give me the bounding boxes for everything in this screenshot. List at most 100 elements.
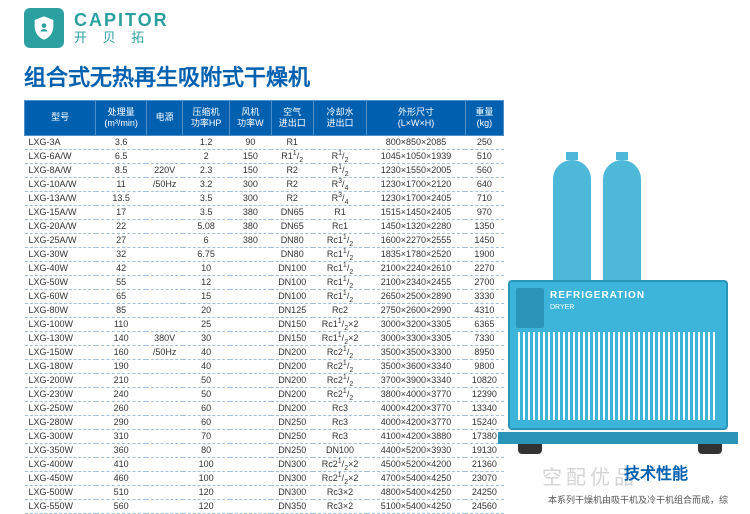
col-header: 压缩机功率HP bbox=[183, 101, 230, 136]
table-cell: LXG-8A/W bbox=[25, 163, 96, 177]
col-header: 风机功率W bbox=[230, 101, 272, 136]
table-cell: DN250 bbox=[271, 415, 313, 429]
table-cell: 1350 bbox=[465, 219, 503, 233]
table-cell: 3700×3900×3340 bbox=[367, 373, 465, 387]
table-cell: DN300 bbox=[271, 485, 313, 499]
table-cell: 42 bbox=[96, 261, 147, 275]
table-cell: 3.6 bbox=[96, 135, 147, 149]
table-cell: 380 bbox=[230, 233, 272, 247]
table-cell: LXG-200W bbox=[25, 373, 96, 387]
table-cell: R3/4 bbox=[313, 177, 367, 191]
table-cell: 3000×3300×3305 bbox=[367, 331, 465, 345]
table-cell: 11 bbox=[96, 177, 147, 191]
table-row: LXG-450W460100DN300Rc21/2×24700×5400×425… bbox=[25, 471, 504, 485]
table-cell bbox=[146, 261, 182, 275]
table-cell: 4500×5200×4200 bbox=[367, 457, 465, 471]
table-cell: 24560 bbox=[465, 499, 503, 513]
table-cell: 290 bbox=[96, 415, 147, 429]
table-cell bbox=[146, 135, 182, 149]
table-cell: LXG-10A/W bbox=[25, 177, 96, 191]
table-cell: 150 bbox=[230, 163, 272, 177]
table-cell: 110 bbox=[96, 317, 147, 331]
table-row: LXG-3A3.61.290R1800×850×2085250 bbox=[25, 135, 504, 149]
table-cell: 2.3 bbox=[183, 163, 230, 177]
table-cell: Rc3×2 bbox=[313, 485, 367, 499]
table-cell: LXG-500W bbox=[25, 485, 96, 499]
tech-title: 技术性能 bbox=[624, 460, 688, 484]
table-cell bbox=[146, 429, 182, 443]
table-row: LXG-300W31070DN250Rc34100×4200×388017380 bbox=[25, 429, 504, 443]
table-cell: LXG-550W bbox=[25, 499, 96, 513]
table-cell: DN200 bbox=[271, 387, 313, 401]
table-cell: 1230×1700×2120 bbox=[367, 177, 465, 191]
table-cell: 40 bbox=[183, 359, 230, 373]
table-cell: LXG-25A/W bbox=[25, 233, 96, 247]
table-row: LXG-13A/W13.53.5300R2R3/41230×1700×24057… bbox=[25, 191, 504, 205]
table-cell bbox=[230, 415, 272, 429]
table-row: LXG-230W24050DN200Rc21/23800×4000×377012… bbox=[25, 387, 504, 401]
table-cell: 7330 bbox=[465, 331, 503, 345]
table-cell: R2 bbox=[271, 191, 313, 205]
table-cell bbox=[146, 387, 182, 401]
table-cell: LXG-20A/W bbox=[25, 219, 96, 233]
table-cell: 1230×1550×2005 bbox=[367, 163, 465, 177]
table-cell: Rc3 bbox=[313, 401, 367, 415]
table-cell: 3330 bbox=[465, 289, 503, 303]
table-cell: 1900 bbox=[465, 247, 503, 261]
table-cell bbox=[146, 499, 182, 513]
foot-left bbox=[518, 444, 542, 454]
product-image: REFRIGERATION DRYER 空配优品 技术性能 本系列干燥机由吸干机… bbox=[508, 100, 748, 514]
table-cell: 13.5 bbox=[96, 191, 147, 205]
table-row: LXG-80W8520DN125Rc22750×2600×29904310 bbox=[25, 303, 504, 317]
table-cell: 300 bbox=[230, 191, 272, 205]
table-cell: 60 bbox=[183, 415, 230, 429]
table-cell bbox=[146, 205, 182, 219]
table-cell: 10820 bbox=[465, 373, 503, 387]
table-cell: 12 bbox=[183, 275, 230, 289]
table-cell bbox=[230, 247, 272, 261]
table-cell: 260 bbox=[96, 401, 147, 415]
table-cell bbox=[230, 429, 272, 443]
spec-table: 型号处理量(m³/min)电源压缩机功率HP风机功率W空气进出口冷却水进出口外形… bbox=[24, 100, 504, 514]
table-cell: 640 bbox=[465, 177, 503, 191]
table-cell: 410 bbox=[96, 457, 147, 471]
brand-en: CAPITOR bbox=[74, 11, 169, 31]
table-cell: 3800×4000×3770 bbox=[367, 387, 465, 401]
table-cell bbox=[230, 401, 272, 415]
table-row: LXG-60W6515DN100Rc11/22650×2500×28903330 bbox=[25, 289, 504, 303]
table-cell: 1045×1050×1939 bbox=[367, 149, 465, 163]
table-cell bbox=[146, 359, 182, 373]
table-cell: 3.2 bbox=[183, 177, 230, 191]
table-cell: 20 bbox=[183, 303, 230, 317]
table-cell: 6.75 bbox=[183, 247, 230, 261]
table-cell bbox=[230, 373, 272, 387]
table-cell: DN125 bbox=[271, 303, 313, 317]
table-cell: 22 bbox=[96, 219, 147, 233]
table-cell: R11/2 bbox=[271, 149, 313, 163]
table-cell: Rc11/2 bbox=[313, 275, 367, 289]
table-cell: DN200 bbox=[271, 401, 313, 415]
table-cell: DN150 bbox=[271, 331, 313, 345]
table-cell: 15 bbox=[183, 289, 230, 303]
table-cell bbox=[146, 471, 182, 485]
table-cell: LXG-30W bbox=[25, 247, 96, 261]
table-cell: 360 bbox=[96, 443, 147, 457]
table-cell: 8950 bbox=[465, 345, 503, 359]
table-cell: R3/4 bbox=[313, 191, 367, 205]
table-cell: 1515×1450×2405 bbox=[367, 205, 465, 219]
table-cell: 560 bbox=[96, 499, 147, 513]
table-cell: 21360 bbox=[465, 457, 503, 471]
table-cell: LXG-450W bbox=[25, 471, 96, 485]
table-cell: 380 bbox=[230, 205, 272, 219]
col-header: 空气进出口 bbox=[271, 101, 313, 136]
table-cell bbox=[146, 233, 182, 247]
table-row: LXG-10A/W11/50Hz3.2300R2R3/41230×1700×21… bbox=[25, 177, 504, 191]
table-cell: LXG-13A/W bbox=[25, 191, 96, 205]
table-cell: DN100 bbox=[313, 443, 367, 457]
unit-sublabel: DRYER bbox=[550, 304, 574, 311]
table-cell: 2100×2340×2455 bbox=[367, 275, 465, 289]
table-cell: 460 bbox=[96, 471, 147, 485]
table-cell: Rc11/2 bbox=[313, 233, 367, 247]
table-cell: 1.2 bbox=[183, 135, 230, 149]
col-header: 外形尺寸(L×W×H) bbox=[367, 101, 465, 136]
